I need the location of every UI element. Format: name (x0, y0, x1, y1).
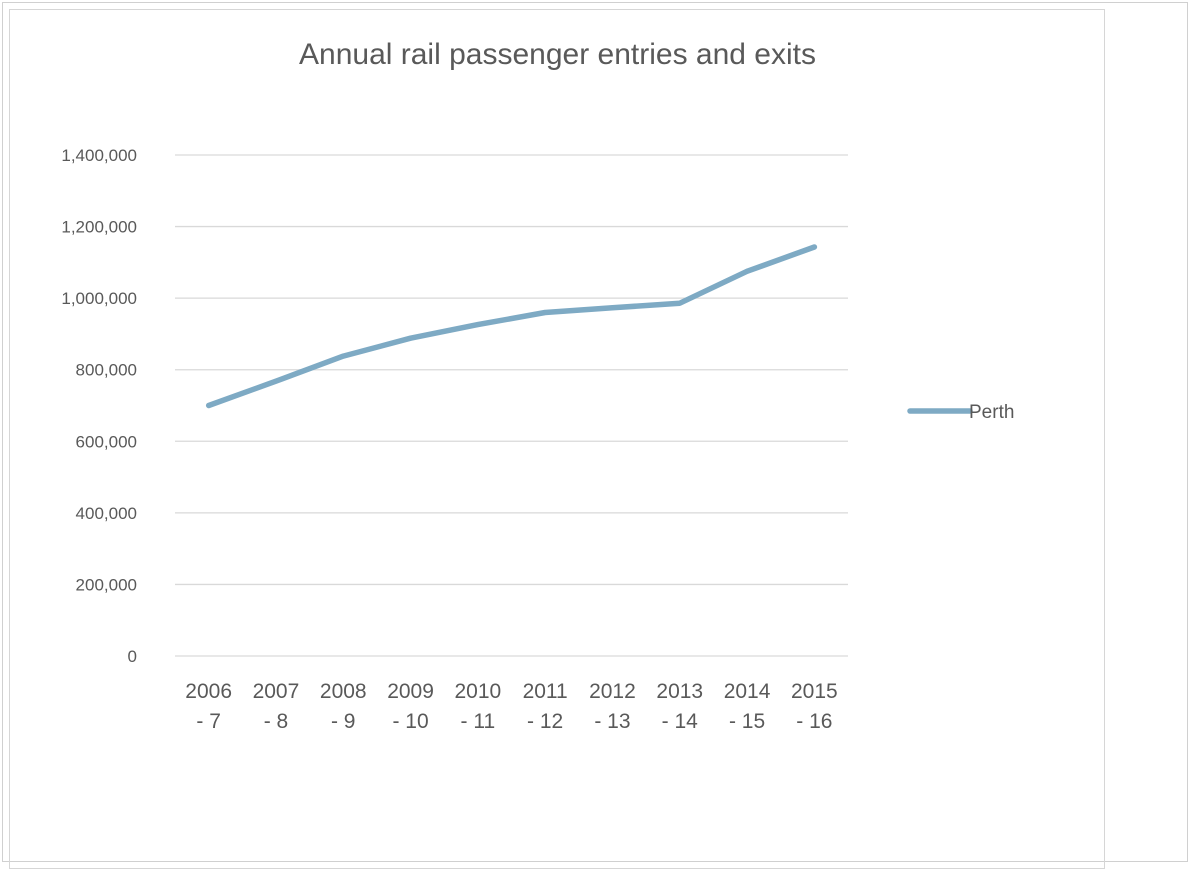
y-tick-label: 200,000 (76, 575, 137, 594)
series-layer (205, 244, 818, 409)
data-point (677, 300, 683, 306)
y-tick-label: 1,000,000 (61, 289, 137, 308)
x-tick-label: 2010- 11 (454, 680, 501, 733)
x-axis-tick-labels: 2006- 7 2007- 8 2008- 9 2009- 10 2010- 11 201… (185, 680, 837, 733)
y-tick-label: 1,400,000 (61, 146, 137, 165)
data-point (609, 305, 615, 311)
x-tick-label: 2015- 16 (791, 680, 838, 733)
x-tick-label: 2012- 13 (589, 680, 636, 733)
y-tick-label: 400,000 (76, 504, 137, 523)
data-point (408, 335, 414, 341)
chart-title: Annual rail passenger entries and exits (299, 38, 816, 71)
legend: Perth (907, 402, 1014, 423)
y-tick-label: 800,000 (76, 361, 137, 380)
data-point (811, 244, 817, 250)
y-tick-label: 0 (128, 647, 137, 666)
y-tick-label: 1,200,000 (61, 218, 137, 237)
legend-label: Perth (969, 402, 1014, 423)
x-tick-label: 2014- 15 (724, 680, 771, 733)
data-point (542, 309, 548, 315)
data-point (340, 353, 346, 359)
data-point (206, 403, 212, 408)
x-tick-label: 2013- 14 (656, 680, 703, 733)
y-tick-label: 600,000 (76, 432, 137, 451)
data-point (744, 268, 750, 274)
x-tick-label: 2011- 12 (523, 680, 568, 733)
x-tick-label: 2009- 10 (387, 680, 434, 733)
series-line-perth (205, 244, 818, 409)
x-tick-label: 2006- 7 (185, 680, 232, 733)
y-axis-tick-labels: 0 200,000 400,000 600,000 800,000 1,000,000 1,… (61, 146, 137, 666)
data-point (273, 378, 279, 384)
gridlines (175, 154, 848, 657)
line-chart: 0 200,000 400,000 600,000 800,000 1,000,000 1,… (61, 146, 1014, 733)
x-tick-label: 2007- 8 (253, 680, 300, 733)
x-tick-label: 2008- 9 (320, 680, 367, 733)
data-point (475, 322, 481, 328)
